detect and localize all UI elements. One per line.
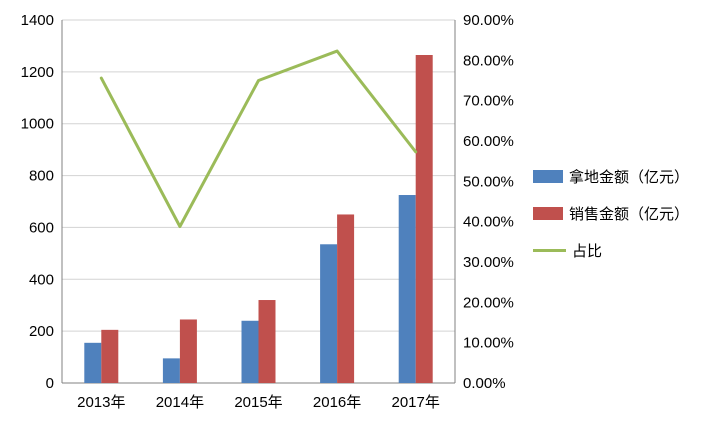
legend-label: 拿地金额（亿元） — [569, 169, 690, 186]
bar-拿地金额（亿元） — [241, 320, 259, 383]
legend-item: 拿地金额（亿元） — [533, 166, 689, 187]
bar-销售金额（亿元） — [337, 214, 355, 383]
x-axis-category-label: 2016年 — [313, 394, 361, 411]
left-axis-tick-label: 400 — [29, 271, 54, 288]
bar-销售金额（亿元） — [179, 319, 197, 383]
right-axis-tick-label: 80.00% — [463, 52, 514, 69]
bar-销售金额（亿元） — [258, 300, 276, 383]
left-axis-tick-label: 200 — [29, 323, 54, 340]
line-占比 — [99, 49, 418, 229]
x-axis-category-label: 2014年 — [156, 394, 204, 411]
legend-line-swatch — [533, 249, 566, 252]
legend: 拿地金额（亿元） 销售金额（亿元） 占比 — [533, 166, 689, 261]
right-axis-tick-label: 40.00% — [463, 214, 514, 231]
right-axis-tick-label: 10.00% — [463, 335, 514, 352]
bar-销售金额（亿元） — [415, 55, 433, 383]
right-axis-tick-label: 70.00% — [463, 93, 514, 110]
x-axis-category-label: 2015年 — [234, 394, 282, 411]
bar-拿地金额（亿元） — [84, 342, 102, 383]
legend-label: 占比 — [572, 243, 603, 260]
legend-bar-swatch — [533, 170, 563, 183]
right-axis-tick-label: 30.00% — [463, 254, 514, 271]
left-axis-tick-label: 0 — [46, 375, 54, 392]
bar-拿地金额（亿元） — [398, 195, 416, 383]
right-axis-tick-label: 0.00% — [463, 375, 506, 392]
right-axis-tick-label: 90.00% — [463, 12, 514, 29]
x-axis-category-label: 2013年 — [77, 394, 125, 411]
left-axis-tick-label: 1000 — [21, 116, 54, 133]
bar-拿地金额（亿元） — [162, 358, 180, 383]
right-axis-tick-label: 60.00% — [463, 133, 514, 150]
bar-拿地金额（亿元） — [320, 244, 338, 383]
left-axis-tick-label: 1200 — [21, 64, 54, 81]
bar-销售金额（亿元） — [101, 329, 119, 383]
legend-bar-swatch — [533, 207, 563, 220]
left-axis-tick-label: 800 — [29, 168, 54, 185]
left-axis-tick-label: 1400 — [21, 12, 54, 29]
legend-label: 销售金额（亿元） — [569, 206, 690, 223]
legend-item: 占比 — [533, 240, 689, 261]
x-axis-category-label: 2017年 — [392, 394, 440, 411]
right-axis-tick-label: 20.00% — [463, 294, 514, 311]
left-axis-tick-label: 600 — [29, 219, 54, 236]
right-axis-tick-label: 50.00% — [463, 173, 514, 190]
legend-item: 销售金额（亿元） — [533, 203, 689, 224]
